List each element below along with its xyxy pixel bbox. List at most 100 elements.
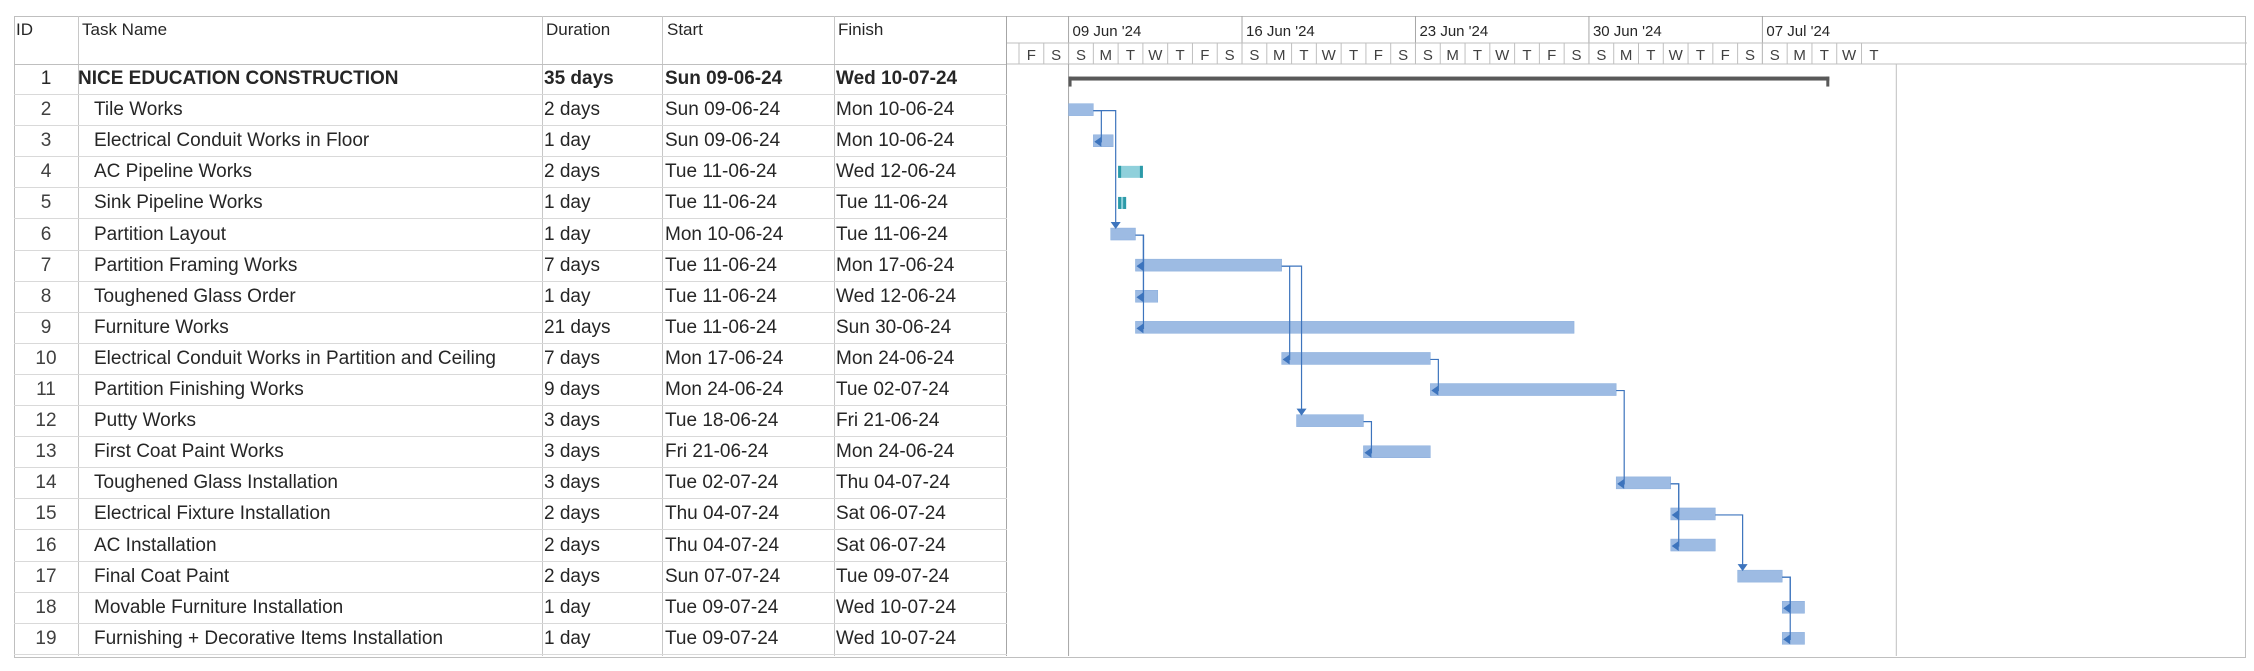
table-row[interactable]: 11 Partition Finishing Works 9 days Mon 24-…	[14, 375, 1007, 406]
table-row[interactable]: 10 Electrical Conduit Works in Partition …	[14, 344, 1007, 375]
task-start[interactable]: Mon 24-06-24	[665, 379, 784, 400]
task-id[interactable]: 3	[40, 130, 52, 152]
task-id[interactable]: 19	[35, 627, 57, 649]
task-name[interactable]: First Coat Paint Works	[94, 441, 284, 463]
task-start[interactable]: Tue 11-06-24	[665, 161, 777, 183]
task-finish[interactable]: Mon 17-06-24	[836, 254, 955, 276]
table-row[interactable]: 7 Partition Framing Works 7 days Tue 11-06-…	[14, 251, 1007, 282]
task-start[interactable]: Thu 04-07-24	[665, 503, 780, 525]
table-row[interactable]: 2 Tile Works 2 days Sun 09-06-24 Mon 10-06-2…	[14, 95, 1007, 127]
task-name[interactable]: Electrical Conduit Works in Partition an…	[94, 347, 496, 369]
task-duration[interactable]: 2 days	[544, 534, 600, 556]
task-finish[interactable]: Mon 10-06-24	[836, 99, 955, 121]
table-row[interactable]: 19 Furnishing + Decorative Items Installa…	[14, 624, 1007, 655]
task-finish[interactable]: Wed 10-07-24	[836, 627, 957, 649]
task-id[interactable]: 13	[35, 441, 57, 463]
task-start[interactable]: Tue 11-06-24	[665, 254, 777, 276]
task-duration[interactable]: 1 day	[544, 596, 591, 618]
task-name[interactable]: Partition Finishing Works	[94, 379, 304, 400]
column-header-duration[interactable]: Duration	[546, 20, 611, 39]
task-name[interactable]: Toughened Glass Installation	[94, 472, 338, 494]
task-start[interactable]: Mon 10-06-24	[665, 223, 784, 245]
task-finish[interactable]: Wed 12-06-24	[836, 285, 957, 307]
task-name[interactable]: Electrical Conduit Works in Floor	[94, 130, 370, 152]
task-id[interactable]: 17	[35, 565, 57, 587]
task-start[interactable]: Sun 09-06-24	[665, 130, 781, 152]
task-duration[interactable]: 2 days	[544, 503, 600, 525]
column-header-start[interactable]: Start	[667, 20, 703, 39]
task-duration[interactable]: 1 day	[544, 223, 591, 245]
task-finish[interactable]: Mon 24-06-24	[836, 347, 955, 369]
task-finish[interactable]: Tue 09-07-24	[836, 565, 950, 587]
task-start[interactable]: Thu 04-07-24	[665, 534, 780, 556]
task-start[interactable]: Tue 09-07-24	[665, 627, 779, 649]
task-finish[interactable]: Tue 11-06-24	[836, 223, 948, 245]
table-row[interactable]: 17 Final Coat Paint 2 days Sun 07-07-24 Tue …	[14, 562, 1007, 593]
task-finish[interactable]: Sat 06-07-24	[836, 534, 946, 556]
task-start[interactable]: Tue 09-07-24	[665, 596, 779, 618]
task-name[interactable]: Putty Works	[94, 410, 197, 432]
task-id[interactable]: 6	[40, 223, 52, 245]
task-finish[interactable]: Sun 30-06-24	[836, 316, 952, 338]
task-name[interactable]: Furnishing + Decorative Items Installati…	[94, 627, 444, 649]
task-start[interactable]: Tue 02-07-24	[665, 472, 779, 494]
task-start[interactable]: Mon 17-06-24	[665, 347, 784, 369]
table-row[interactable]: 18 Movable Furniture Installation 1 day Tue…	[14, 593, 1007, 624]
task-finish[interactable]: Tue 11-06-24	[836, 192, 948, 214]
task-finish[interactable]: Thu 04-07-24	[836, 472, 951, 494]
table-row[interactable]: 6 Partition Layout 1 day Mon 10-06-24 Tue 11…	[14, 220, 1007, 251]
task-duration[interactable]: 9 days	[544, 379, 600, 400]
table-row[interactable]: 4 AC Pipeline Works 2 days Tue 11-06-24 Wed …	[14, 157, 1007, 189]
task-id[interactable]: 9	[40, 316, 52, 338]
task-duration[interactable]: 2 days	[544, 99, 600, 121]
task-start[interactable]: Tue 11-06-24	[665, 285, 777, 307]
task-duration[interactable]: 1 day	[544, 192, 591, 214]
task-name[interactable]: Sink Pipeline Works	[94, 192, 263, 214]
task-duration[interactable]: 7 days	[544, 347, 600, 369]
task-id[interactable]: 10	[35, 347, 57, 369]
task-finish[interactable]: Wed 12-06-24	[836, 161, 957, 183]
task-id[interactable]: 18	[35, 596, 57, 618]
task-finish[interactable]: Wed 10-07-24	[836, 68, 958, 89]
task-id[interactable]: 16	[35, 534, 57, 556]
task-duration[interactable]: 21 days	[544, 316, 611, 338]
table-row[interactable]: 16 AC Installation 2 days Thu 04-07-24 Sat 0…	[14, 531, 1007, 562]
task-finish[interactable]: Wed 10-07-24	[836, 596, 957, 618]
table-row[interactable]: 1 NICE EDUCATION CONSTRUCTION 35 days Sun 0…	[14, 64, 1007, 95]
task-name[interactable]: Movable Furniture Installation	[94, 596, 344, 618]
task-duration[interactable]: 7 days	[544, 254, 600, 276]
task-name[interactable]: NICE EDUCATION CONSTRUCTION	[78, 68, 399, 89]
column-header-finish[interactable]: Finish	[838, 20, 884, 39]
table-row[interactable]: 5 Sink Pipeline Works 1 day Tue 11-06-24 Tue…	[14, 188, 1007, 220]
task-duration[interactable]: 3 days	[544, 410, 600, 432]
task-duration[interactable]: 1 day	[544, 130, 591, 152]
table-row[interactable]: 8 Toughened Glass Order 1 day Tue 11-06-24 W…	[14, 282, 1007, 313]
task-name[interactable]: Partition Layout	[94, 223, 227, 245]
task-duration[interactable]: 3 days	[544, 441, 600, 463]
task-finish[interactable]: Tue 02-07-24	[836, 379, 950, 400]
table-row[interactable]: 12 Putty Works 3 days Tue 18-06-24 Fri 21-06…	[14, 406, 1007, 438]
task-id[interactable]: 14	[35, 472, 57, 494]
table-row[interactable]: 9 Furniture Works 21 days Tue 11-06-24 Sun 3…	[14, 313, 1007, 344]
task-duration[interactable]: 3 days	[544, 472, 600, 494]
task-id[interactable]: 15	[35, 503, 57, 525]
task-start[interactable]: Tue 18-06-24	[665, 410, 779, 432]
task-name[interactable]: Tile Works	[94, 99, 183, 121]
task-finish[interactable]: Mon 10-06-24	[836, 130, 955, 152]
task-name[interactable]: Partition Framing Works	[94, 254, 298, 276]
column-header-task-name[interactable]: Task Name	[82, 20, 168, 39]
task-start[interactable]: Sun 09-06-24	[665, 68, 783, 89]
task-finish[interactable]: Sat 06-07-24	[836, 503, 946, 525]
task-duration[interactable]: 1 day	[544, 627, 591, 649]
task-id[interactable]: 11	[36, 379, 56, 400]
task-start[interactable]: Fri 21-06-24	[665, 441, 769, 463]
task-name[interactable]: Electrical Fixture Installation	[94, 503, 331, 525]
task-start[interactable]: Sun 09-06-24	[665, 99, 781, 121]
task-id[interactable]: 12	[35, 410, 57, 432]
table-row[interactable]: 15 Electrical Fixture Installation 2 days T…	[14, 499, 1007, 531]
task-id[interactable]: 8	[40, 285, 52, 307]
task-id[interactable]: 4	[40, 161, 52, 183]
table-row[interactable]: 14 Toughened Glass Installation 3 days Tue …	[14, 468, 1007, 500]
task-start[interactable]: Tue 11-06-24	[665, 192, 777, 214]
task-name[interactable]: AC Pipeline Works	[94, 161, 253, 183]
